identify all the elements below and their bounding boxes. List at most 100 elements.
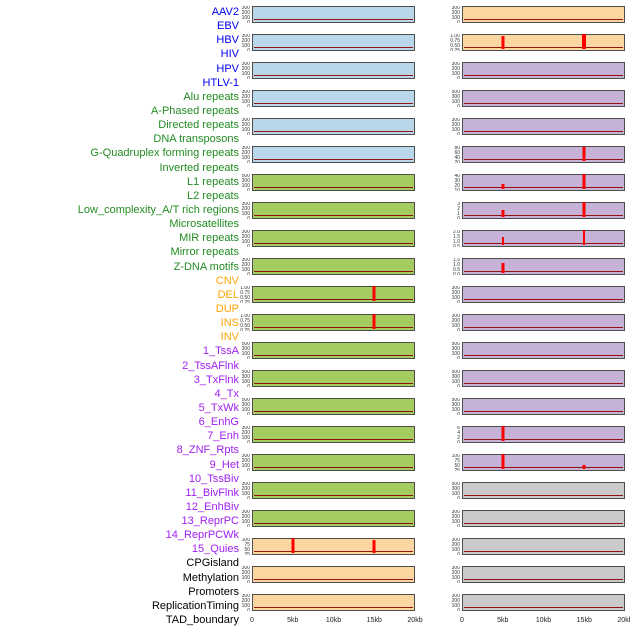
- y-tick-label: 0: [247, 580, 250, 584]
- y-tick-label: 10: [454, 188, 460, 192]
- density-panel: [252, 174, 415, 191]
- y-tick-label: 0.5: [453, 244, 460, 248]
- y-tick-label: 25: [244, 552, 250, 556]
- y-tick-label: 500: [451, 90, 460, 95]
- density-panel: [252, 370, 415, 387]
- y-axis-tick-labels: 500 300 100 0: [235, 370, 252, 387]
- y-tick-label: 300: [451, 94, 460, 100]
- y-axis-tick-labels: 500 300 100 0: [445, 342, 462, 359]
- density-baseline: [254, 187, 413, 188]
- y-tick-label: 300: [241, 90, 250, 95]
- density-panel: [462, 370, 625, 387]
- y-tick-label: 300: [241, 258, 250, 263]
- row-label: HTLV-1: [202, 76, 239, 89]
- density-baseline: [464, 523, 623, 524]
- y-tick-label: 0: [457, 300, 460, 304]
- density-panel: [462, 258, 625, 275]
- density-baseline: [464, 271, 623, 272]
- row-label: Methylation: [182, 571, 239, 584]
- row-label: HBV: [216, 34, 239, 47]
- row-label: 9_Het: [209, 458, 239, 471]
- peak-spike: [501, 263, 505, 273]
- y-tick-label: 0: [247, 384, 250, 388]
- y-tick-label: 300: [451, 346, 460, 352]
- row-label: A-Phased repeats: [150, 104, 239, 117]
- y-tick-label: 0: [457, 104, 460, 108]
- y-axis-tick-labels: 500 300 100 0: [445, 482, 462, 499]
- x-tick-label: 15kb: [366, 617, 382, 624]
- row-label: DEL: [217, 288, 239, 301]
- y-tick-label: 300: [241, 594, 250, 599]
- plot-row: 300 200 100 0: [235, 84, 417, 112]
- plot-row: 300 200 100 0: [235, 476, 417, 504]
- y-tick-label: 100: [241, 491, 250, 497]
- y-tick-label: 0.25: [240, 300, 250, 304]
- density-panel: [252, 538, 415, 555]
- plot-row: 1007550250: [445, 448, 627, 476]
- peak-spike: [372, 314, 376, 329]
- y-tick-label: 50: [454, 463, 460, 469]
- plot-row: 1.000.750.500.250.00: [445, 28, 627, 56]
- density-panel: [252, 62, 415, 79]
- y-tick-label: 300: [241, 566, 250, 571]
- y-tick-label: 60: [454, 150, 460, 156]
- y-tick-label: 300: [451, 402, 460, 408]
- y-axis-tick-labels: 300 200 100 0: [445, 118, 462, 135]
- density-baseline: [254, 607, 413, 608]
- row-label: 3_TxFlnk: [193, 373, 239, 386]
- peak-spike: [582, 146, 586, 161]
- density-baseline: [254, 103, 413, 104]
- plot-row: 300 200 100 0: [235, 588, 417, 616]
- plot-row: 300 200 100 0: [445, 0, 627, 28]
- y-tick-label: 200: [241, 486, 250, 492]
- row-label: 12_EnhBiv: [185, 500, 239, 513]
- density-panel: [252, 90, 415, 107]
- y-axis-tick-labels: 500 300 100 0: [235, 398, 252, 415]
- density-baseline: [254, 243, 413, 244]
- density-panel: [462, 146, 625, 163]
- density-panel: [252, 146, 415, 163]
- y-tick-label: 0: [457, 384, 460, 388]
- y-tick-label: 100: [451, 127, 460, 133]
- plot-row: 300 200 100 0: [235, 28, 417, 56]
- density-baseline: [464, 551, 623, 552]
- row-label: 11_BivFlnk: [185, 486, 239, 499]
- peak-spike: [501, 426, 505, 441]
- y-axis-tick-labels: 300 200 100 0: [235, 482, 252, 499]
- y-tick-label: 500: [451, 370, 460, 375]
- row-label: 1_TssA: [202, 345, 239, 358]
- y-tick-label: 200: [241, 570, 250, 576]
- y-tick-label: 500: [451, 342, 460, 347]
- x-tick-label: 10kb: [535, 617, 552, 624]
- y-tick-label: 100: [451, 379, 460, 385]
- density-panel: [462, 202, 625, 219]
- peak-spike: [372, 539, 376, 553]
- plot-row: 300 200 100 0: [445, 532, 627, 560]
- y-tick-label: 100: [241, 519, 250, 525]
- y-tick-label: 300: [241, 6, 250, 11]
- y-tick-label: 200: [451, 542, 460, 548]
- density-panel: [462, 566, 625, 583]
- y-tick-label: 1.0: [453, 239, 460, 245]
- y-tick-label: 300: [451, 286, 460, 291]
- y-tick-label: 100: [451, 547, 460, 553]
- y-tick-label: 100: [241, 575, 250, 581]
- y-tick-label: 200: [451, 66, 460, 72]
- y-tick-label: 500: [451, 398, 460, 403]
- y-tick-label: 0.5: [453, 267, 460, 273]
- y-tick-label: 0: [247, 244, 250, 248]
- density-panel: [462, 426, 625, 443]
- y-tick-label: 0: [457, 216, 460, 220]
- x-axis-left: 0 5kb 10kb 15kb 20kb: [250, 616, 423, 629]
- x-tick-label: 0: [250, 617, 254, 624]
- y-tick-label: 100: [241, 155, 250, 161]
- row-label: EBV: [216, 20, 239, 33]
- density-panel: [252, 202, 415, 219]
- y-tick-label: 0: [457, 440, 460, 444]
- y-tick-label: 300: [241, 230, 250, 235]
- plot-row: 300 200 100 0: [235, 0, 417, 28]
- y-tick-label: 0.75: [240, 290, 250, 296]
- peak-spike: [291, 538, 295, 553]
